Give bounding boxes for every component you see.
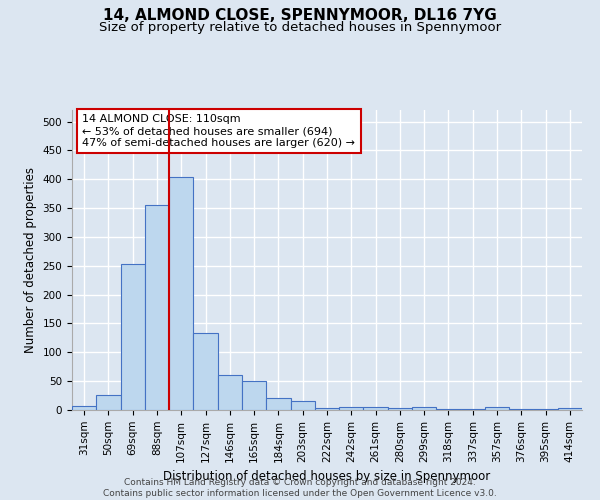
X-axis label: Distribution of detached houses by size in Spennymoor: Distribution of detached houses by size … bbox=[163, 470, 491, 483]
Bar bbox=[388, 408, 412, 410]
Bar bbox=[96, 395, 121, 410]
Bar bbox=[121, 264, 145, 410]
Text: 14, ALMOND CLOSE, SPENNYMOOR, DL16 7YG: 14, ALMOND CLOSE, SPENNYMOOR, DL16 7YG bbox=[103, 8, 497, 22]
Bar bbox=[218, 376, 242, 410]
Bar bbox=[315, 408, 339, 410]
Bar bbox=[339, 407, 364, 410]
Bar bbox=[72, 406, 96, 410]
Bar bbox=[193, 334, 218, 410]
Bar bbox=[485, 407, 509, 410]
Bar bbox=[266, 398, 290, 410]
Text: 14 ALMOND CLOSE: 110sqm
← 53% of detached houses are smaller (694)
47% of semi-d: 14 ALMOND CLOSE: 110sqm ← 53% of detache… bbox=[82, 114, 355, 148]
Bar bbox=[412, 407, 436, 410]
Text: Contains HM Land Registry data © Crown copyright and database right 2024.
Contai: Contains HM Land Registry data © Crown c… bbox=[103, 478, 497, 498]
Y-axis label: Number of detached properties: Number of detached properties bbox=[24, 167, 37, 353]
Bar bbox=[290, 401, 315, 410]
Bar bbox=[558, 408, 582, 410]
Bar bbox=[242, 381, 266, 410]
Bar bbox=[145, 205, 169, 410]
Bar bbox=[364, 406, 388, 410]
Bar bbox=[169, 178, 193, 410]
Text: Size of property relative to detached houses in Spennymoor: Size of property relative to detached ho… bbox=[99, 21, 501, 34]
